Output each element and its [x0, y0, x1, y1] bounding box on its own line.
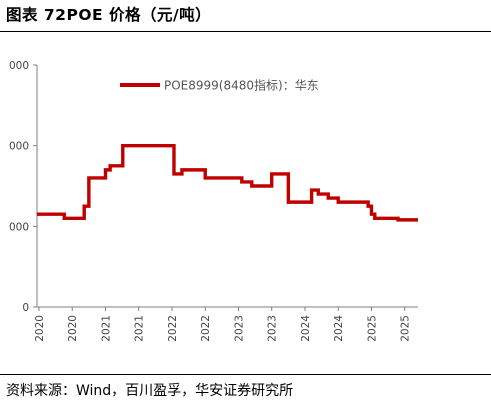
- y-tick-label: 000: [9, 60, 29, 72]
- legend: POE8999(8480指标)：华东: [120, 78, 319, 93]
- x-tick-label: 2022: [167, 315, 179, 342]
- chart-title: 图表 72POE 价格（元/吨）: [6, 6, 212, 24]
- series-layer: [37, 143, 418, 222]
- y-tick-label: 000: [9, 221, 29, 233]
- x-tick-label: 2024: [300, 315, 312, 342]
- x-tick-label: 2021: [100, 315, 112, 342]
- y-tick-label: 000: [9, 141, 29, 153]
- bottom-divider: [0, 374, 491, 375]
- x-tick-label: 2021: [134, 315, 146, 342]
- x-tick-label: 2025: [400, 315, 412, 342]
- legend-label: POE8999(8480指标)：华东: [164, 78, 319, 93]
- x-tick-label: 2023: [233, 315, 245, 342]
- x-tick-label: 2020: [67, 315, 79, 342]
- x-tick-label: 2024: [333, 315, 345, 342]
- x-tick-label: 2023: [267, 315, 279, 342]
- top-divider: [0, 31, 491, 32]
- x-tick-label: 2022: [200, 315, 212, 342]
- x-tick-label: 2020: [34, 315, 46, 342]
- y-tick-label: 0: [22, 302, 29, 314]
- x-tick-label: 2025: [366, 315, 378, 342]
- source-note: 资料来源：Wind，百川盈孚，华安证券研究所: [6, 383, 294, 399]
- series-line: [37, 143, 418, 222]
